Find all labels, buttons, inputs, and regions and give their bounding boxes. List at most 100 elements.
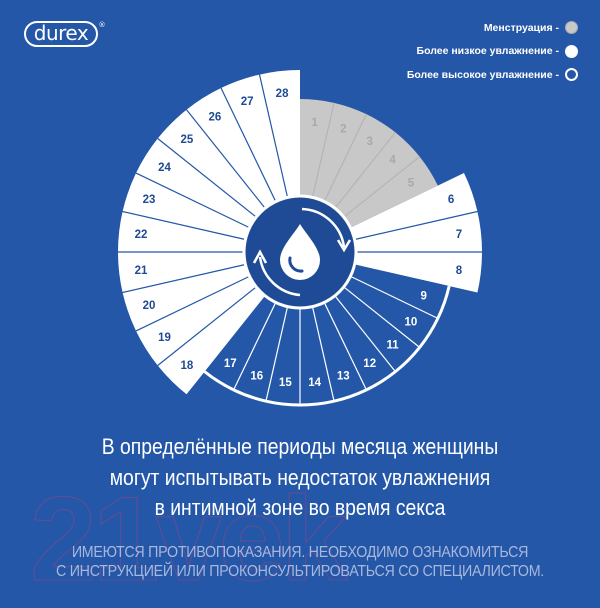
day-label: 21 bbox=[135, 265, 148, 277]
white-circle-icon bbox=[565, 44, 578, 58]
day-label: 27 bbox=[241, 96, 254, 108]
segment-divider bbox=[323, 301, 367, 391]
durex-logo: durex ® bbox=[24, 21, 105, 47]
day-label: 28 bbox=[276, 88, 289, 100]
day-label: 4 bbox=[389, 154, 396, 166]
cycle-arrow-icon bbox=[258, 256, 301, 297]
segment-divider bbox=[135, 275, 251, 332]
day-segment-2 bbox=[312, 102, 367, 203]
headline-line: в интимной зоне во время секса bbox=[154, 495, 446, 520]
day-label: 20 bbox=[143, 300, 156, 312]
day-label: 9 bbox=[420, 290, 426, 302]
disclaimer: ИМЕЮТСЯ ПРОТИВОПОКАЗАНИЯ. НЕОБХОДИМО ОЗН… bbox=[24, 543, 576, 581]
cycle-wheel: 1234567891011121314151617181920212223242… bbox=[118, 70, 482, 407]
day-label: 7 bbox=[456, 229, 462, 241]
segment-divider bbox=[349, 275, 439, 319]
day-segment-22 bbox=[118, 211, 247, 252]
segment-divider bbox=[135, 172, 251, 229]
day-label: 13 bbox=[337, 371, 350, 383]
day-label: 2 bbox=[340, 123, 346, 135]
day-label: 14 bbox=[308, 377, 321, 389]
day-segment-17 bbox=[204, 295, 277, 390]
day-segment-23 bbox=[122, 173, 251, 240]
segment-divider bbox=[323, 113, 367, 203]
day-segment-4 bbox=[334, 132, 420, 218]
day-label: 23 bbox=[143, 194, 156, 206]
segment-divider bbox=[186, 109, 267, 210]
day-label: 8 bbox=[456, 265, 463, 277]
legend-item-menstruation: Менструация - bbox=[407, 16, 578, 40]
day-segment-18 bbox=[157, 286, 266, 395]
day-segment-7 bbox=[353, 211, 482, 252]
day-label: 18 bbox=[180, 360, 193, 372]
segment-divider bbox=[333, 294, 396, 372]
day-segment-14 bbox=[300, 305, 335, 406]
day-segment-12 bbox=[323, 295, 396, 390]
day-label: 10 bbox=[405, 317, 418, 329]
segment-divider bbox=[233, 301, 277, 391]
legend-label: Более высокое увлажнение - bbox=[406, 68, 559, 81]
day-segment-19 bbox=[136, 275, 257, 366]
segment-divider bbox=[122, 210, 247, 241]
segment-divider bbox=[157, 285, 258, 366]
day-label: 3 bbox=[366, 136, 372, 148]
day-segment-16 bbox=[233, 301, 288, 402]
day-segment-28 bbox=[259, 70, 300, 199]
segment-divider bbox=[311, 305, 335, 402]
outline-circle-icon bbox=[565, 68, 578, 82]
day-segment-24 bbox=[136, 138, 257, 229]
day-label: 26 bbox=[208, 112, 221, 124]
disclaimer-line: С ИНСТРУКЦИЕЙ ИЛИ ПРОКОНСУЛЬТИРОВАТЬСЯ С… bbox=[55, 563, 545, 580]
segment-divider bbox=[220, 87, 277, 203]
headline-line: могут испытывать недостаток увлажнения bbox=[109, 464, 491, 490]
segment-divider bbox=[258, 74, 289, 199]
day-segment-26 bbox=[186, 88, 277, 209]
segment-divider bbox=[342, 285, 420, 348]
day-label: 22 bbox=[135, 229, 148, 241]
day-label: 1 bbox=[311, 117, 318, 129]
day-segment-27 bbox=[221, 74, 288, 203]
water-drop-cycle-icon bbox=[252, 207, 352, 297]
day-segment-1 bbox=[300, 99, 335, 199]
disclaimer-line: ИМЕЮТСЯ ПРОТИВОПОКАЗАНИЯ. НЕОБХОДИМО ОЗН… bbox=[71, 544, 529, 561]
day-segment-10 bbox=[343, 275, 438, 348]
day-segment-13 bbox=[312, 301, 367, 402]
segment-divider bbox=[265, 305, 289, 402]
day-label: 17 bbox=[224, 358, 237, 370]
legend-label: Менструация - bbox=[483, 21, 559, 34]
day-segment-15 bbox=[265, 305, 300, 406]
legend-item-low-moisture: Более низкое увлажнение - bbox=[407, 40, 578, 64]
registered-mark: ® bbox=[98, 21, 106, 29]
day-label: 12 bbox=[363, 358, 376, 370]
segment-divider bbox=[157, 138, 258, 219]
day-label: 19 bbox=[158, 332, 171, 344]
legend-item-high-moisture: Более высокое увлажнение - bbox=[407, 63, 578, 87]
day-segment-5 bbox=[343, 156, 438, 229]
day-label: 5 bbox=[408, 177, 415, 189]
day-segment-25 bbox=[157, 109, 266, 218]
segment-divider bbox=[122, 263, 247, 294]
day-segment-21 bbox=[118, 252, 247, 293]
day-label: 16 bbox=[250, 371, 263, 383]
day-label: 25 bbox=[180, 134, 193, 146]
day-segment-11 bbox=[334, 286, 420, 372]
headline: В определённые периоды месяца женщины мо… bbox=[36, 432, 564, 524]
day-label: 24 bbox=[158, 162, 171, 174]
headline-line: В определённые периоды месяца женщины bbox=[101, 434, 499, 459]
day-label: 15 bbox=[279, 377, 292, 389]
day-segment-6 bbox=[349, 173, 478, 240]
grey-circle-icon bbox=[565, 21, 578, 35]
segment-divider bbox=[353, 210, 478, 241]
segment-divider bbox=[333, 132, 396, 210]
day-segment-9 bbox=[349, 264, 450, 319]
cycle-arrow-icon bbox=[301, 207, 346, 248]
legend-label: Более низкое увлажнение - bbox=[416, 45, 559, 58]
day-segment-8 bbox=[353, 252, 482, 293]
logo-text: durex bbox=[33, 21, 89, 45]
segment-divider bbox=[342, 156, 420, 219]
day-label: 11 bbox=[387, 340, 400, 352]
day-segment-20 bbox=[122, 264, 251, 331]
day-segment-3 bbox=[323, 114, 396, 209]
day-label: 6 bbox=[448, 194, 454, 206]
legend: Менструация - Более низкое увлажнение - … bbox=[407, 16, 578, 87]
